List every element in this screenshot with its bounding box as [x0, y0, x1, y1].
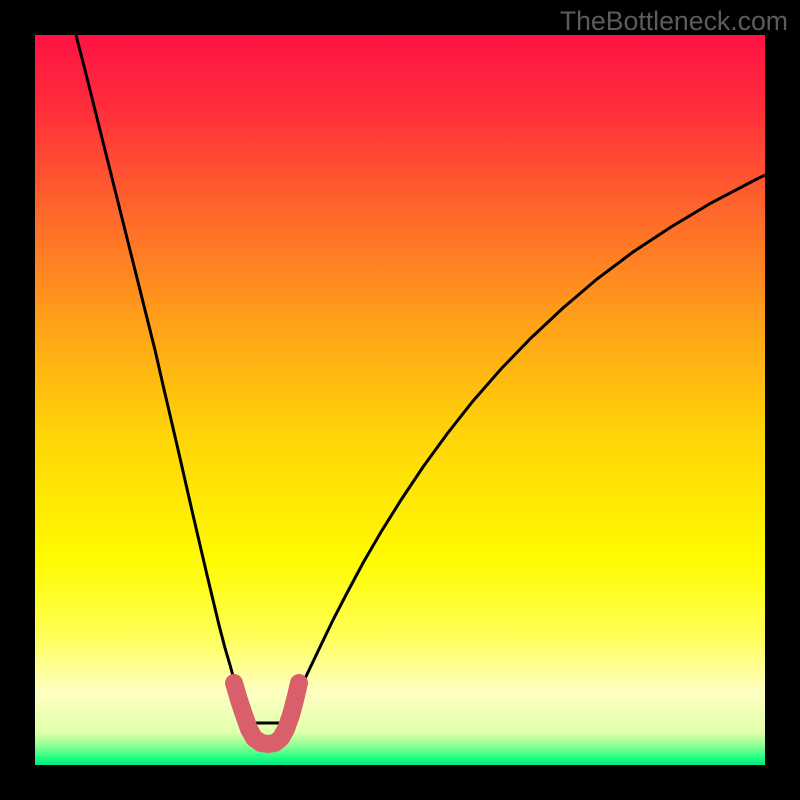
plot-svg — [0, 0, 800, 800]
watermark-text: TheBottleneck.com — [560, 6, 788, 37]
gradient-background — [35, 35, 765, 765]
